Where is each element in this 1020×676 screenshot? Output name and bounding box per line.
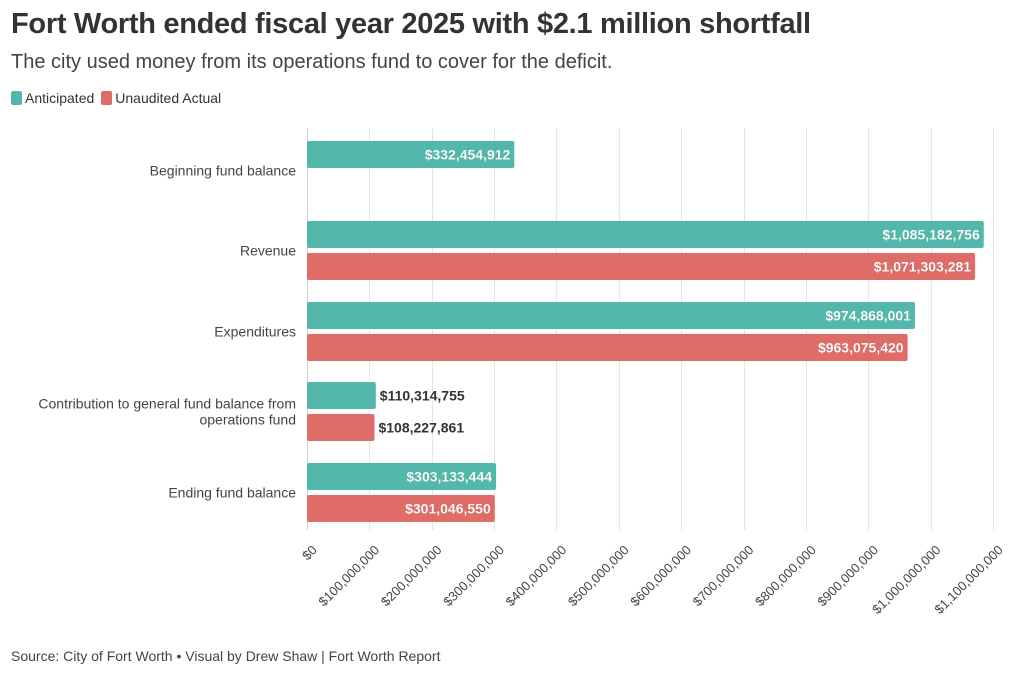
legend-label-unaudited-actual: Unaudited Actual [115, 90, 222, 106]
bar-anticipated [307, 141, 515, 168]
x-tick-label: $100,000,000 [315, 542, 382, 609]
data-label: $974,868,001 [825, 308, 911, 324]
bar-anticipated [307, 382, 376, 409]
bar-anticipated [307, 221, 984, 248]
legend-swatch-anticipated [11, 91, 22, 105]
category-label: Beginning fund balance [150, 163, 297, 179]
data-label: $108,227,861 [378, 420, 464, 436]
bar-unaudited-actual [307, 495, 495, 522]
x-tick-label: $700,000,000 [690, 542, 757, 609]
data-label: $1,071,303,281 [874, 259, 972, 275]
category-label: Contribution to general fund balance fro… [38, 396, 296, 428]
x-tick-label: $200,000,000 [378, 542, 445, 609]
category-label: Ending fund balance [168, 485, 296, 501]
legend-label-anticipated: Anticipated [25, 90, 95, 106]
data-label: $110,314,755 [380, 388, 465, 404]
bar-anticipated [307, 463, 497, 490]
data-label: $1,085,182,756 [882, 227, 980, 243]
bar-anticipated [307, 302, 915, 329]
data-label: $963,075,420 [818, 340, 904, 356]
legend: Anticipated Unaudited Actual [11, 90, 228, 106]
bar-unaudited-actual [307, 253, 976, 280]
x-tick-label: $0 [299, 542, 320, 563]
x-tick-label: $500,000,000 [565, 542, 632, 609]
category-label: Revenue [240, 243, 296, 259]
x-tick-label: $800,000,000 [752, 542, 819, 609]
chart-source: Source: City of Fort Worth • Visual by D… [11, 648, 441, 664]
bar-unaudited-actual [307, 414, 375, 441]
legend-item-anticipated[interactable]: Anticipated [11, 90, 94, 106]
data-label: $301,046,550 [405, 501, 491, 517]
x-tick-label: $400,000,000 [503, 542, 570, 609]
chart-title: Fort Worth ended fiscal year 2025 with $… [11, 8, 811, 40]
legend-swatch-unaudited-actual [101, 91, 113, 105]
x-tick-label: $600,000,000 [627, 542, 694, 609]
data-label: $303,133,444 [406, 469, 492, 485]
legend-item-unaudited-actual[interactable]: Unaudited Actual [101, 90, 221, 106]
data-label: $332,454,912 [425, 147, 511, 163]
chart-subtitle: The city used money from its operations … [11, 51, 613, 73]
x-tick-label: $300,000,000 [440, 542, 507, 609]
bar-unaudited-actual [307, 334, 908, 361]
x-tick-label: $900,000,000 [814, 542, 881, 609]
category-label: Expenditures [214, 324, 296, 340]
